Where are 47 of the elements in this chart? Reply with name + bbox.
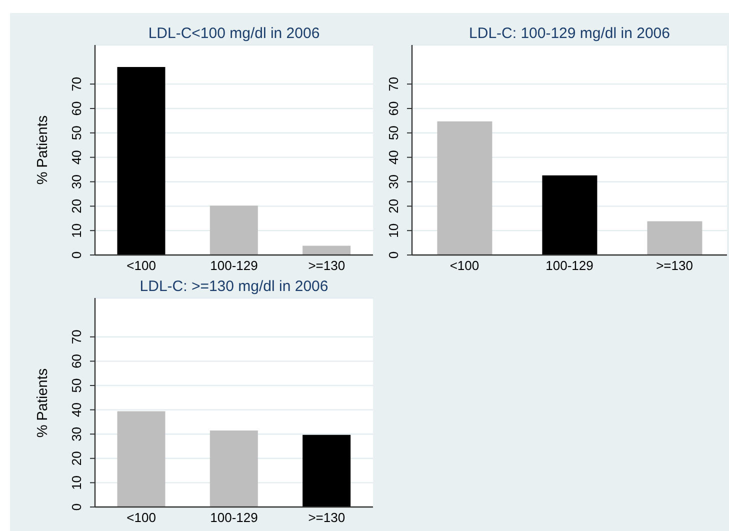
- y-tick-label: 70: [69, 76, 84, 92]
- bar: [117, 411, 166, 507]
- x-tick-label: <100: [450, 258, 480, 274]
- y-tick-label: 40: [69, 150, 84, 165]
- y-tick-label: 30: [69, 426, 84, 442]
- y-tick-label: 20: [69, 451, 84, 466]
- y-tick-label: 70: [69, 330, 84, 344]
- bar: [302, 246, 351, 255]
- y-tick-label: 70: [386, 76, 401, 92]
- x-tick-label: 100-129: [546, 258, 594, 274]
- x-tick-label: <100: [126, 510, 156, 526]
- chart-title: LDL-C: 100-129 mg/dl in 2006: [468, 25, 671, 43]
- y-tick-label: 20: [69, 198, 84, 214]
- y-tick-label: 10: [69, 475, 84, 490]
- x-tick-label: <100: [126, 258, 156, 274]
- y-tick-label: 10: [69, 223, 84, 238]
- y-tick-label: 50: [69, 126, 84, 140]
- y-tick-label: 30: [386, 174, 401, 189]
- bar: [542, 175, 598, 255]
- y-tick-label: 40: [69, 402, 84, 418]
- chart-title: LDL-C: >=130 mg/dl in 2006: [138, 278, 330, 296]
- bar: [302, 434, 351, 507]
- x-tick-label: >=130: [308, 258, 346, 274]
- y-axis-title: % Patients: [34, 115, 52, 185]
- bar: [647, 221, 702, 255]
- y-tick-label: 10: [386, 223, 401, 238]
- chart-title: LDL-C<100 mg/dl in 2006: [147, 25, 321, 43]
- y-axis-title: % Patients: [34, 368, 52, 438]
- x-tick-label: >=130: [656, 258, 693, 274]
- bar: [210, 430, 258, 507]
- y-tick-label: 0: [69, 251, 84, 259]
- y-tick-label: 60: [386, 101, 401, 116]
- y-tick-label: 50: [386, 126, 401, 140]
- x-tick-label: >=130: [308, 510, 346, 526]
- y-tick-label: 0: [69, 503, 84, 511]
- y-tick-label: 20: [386, 198, 401, 214]
- bar: [210, 206, 258, 255]
- y-tick-label: 0: [386, 251, 401, 259]
- y-tick-label: 30: [69, 174, 84, 189]
- y-tick-label: 60: [69, 354, 84, 368]
- bar: [437, 121, 492, 255]
- x-tick-label: 100-129: [210, 258, 258, 274]
- x-tick-label: 100-129: [210, 510, 258, 526]
- y-tick-label: 60: [69, 101, 84, 116]
- y-tick-label: 50: [69, 378, 84, 393]
- y-tick-label: 40: [386, 150, 401, 165]
- bar: [117, 66, 166, 255]
